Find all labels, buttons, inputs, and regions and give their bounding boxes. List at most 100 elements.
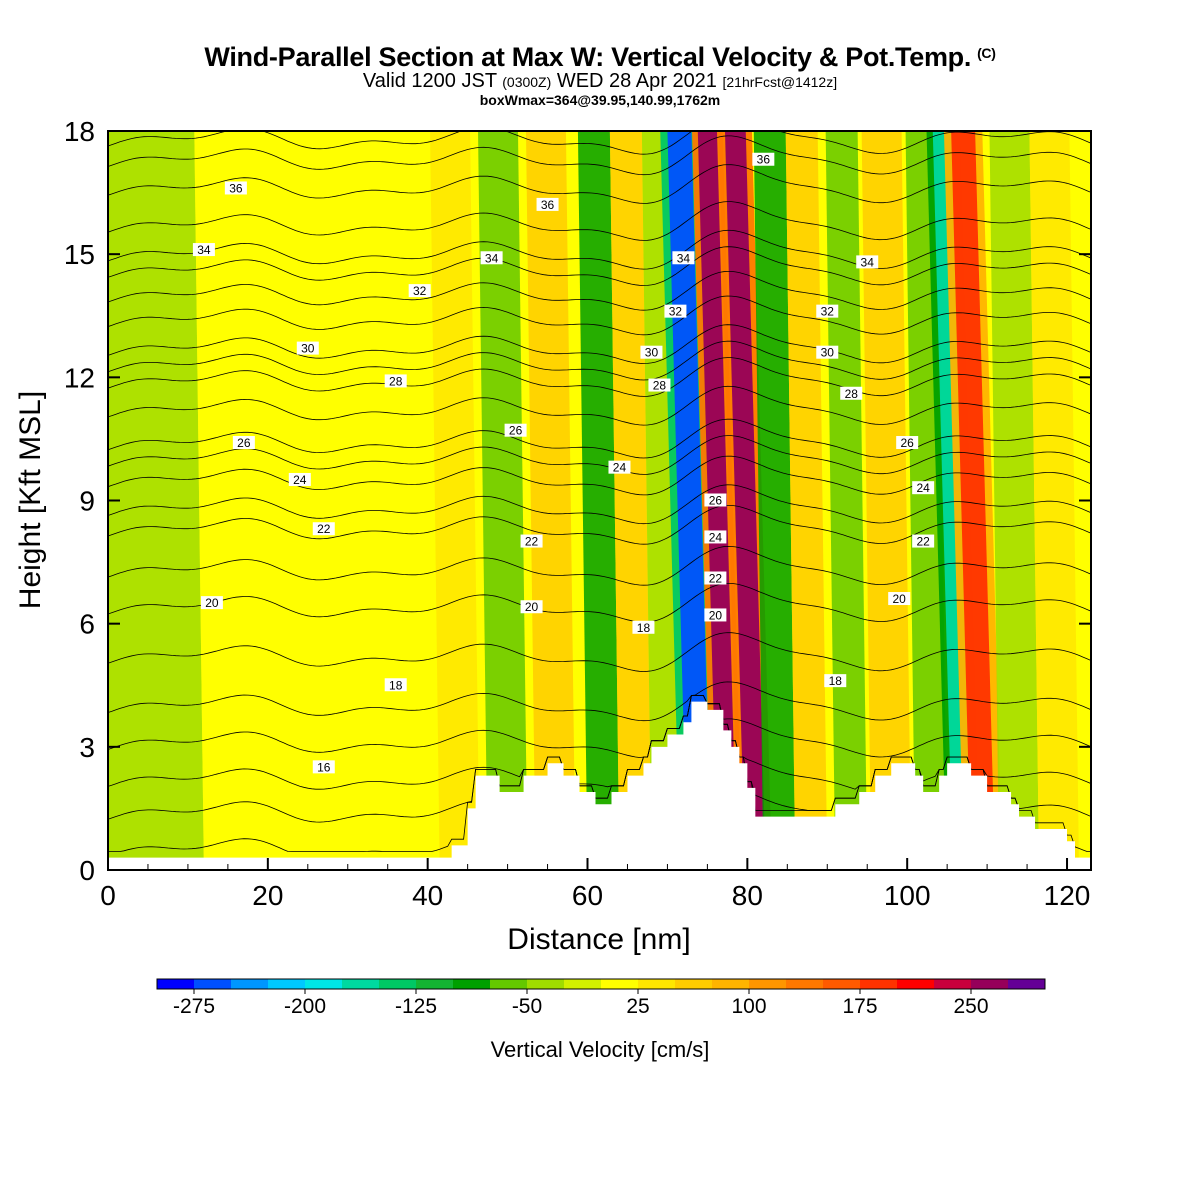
contour-label: 34: [861, 255, 875, 269]
colorbar-swatch: [527, 979, 565, 989]
contour-label-bg: [632, 620, 655, 634]
chart-title: Wind-Parallel Section at Max W: Vertical…: [0, 42, 1200, 73]
x-tick-label: 120: [1044, 880, 1091, 911]
contour-label-bg: [648, 378, 671, 392]
x-axis: 0 20 40 60 80 100 120: [100, 858, 1090, 911]
contour-label: 28: [389, 374, 403, 388]
contour-label: 32: [413, 284, 427, 298]
y-tick-label: 18: [64, 116, 95, 147]
contour-label-bg: [824, 674, 847, 688]
colorbar-swatch: [416, 979, 454, 989]
valid-time: Valid 1200 JST: [362, 70, 497, 92]
contour-label: 34: [677, 251, 691, 265]
chart-subtitle: Valid 1200 JST (0300Z) WED 28 Apr 2021 […: [0, 70, 1200, 93]
contour-label: 18: [389, 678, 403, 692]
isentrope-line: [108, 385, 1091, 426]
isentrope-line: [108, 295, 1091, 336]
colorbar-frame: [156, 978, 1046, 990]
velocity-band: [609, 131, 652, 870]
isentrope-line: [108, 229, 1091, 270]
contour-label-bg: [384, 374, 407, 388]
contour-label-bg: [664, 304, 687, 318]
contour-label-bg: [640, 345, 663, 359]
box-wmax-info: boxWmax=364@39.95,140.99,1762m: [479, 92, 721, 108]
contour-label: 20: [525, 600, 539, 614]
x-tick-label: 80: [732, 880, 763, 911]
colorbar-tick-label: 100: [731, 995, 766, 1018]
contour-label-bg: [912, 481, 935, 495]
contour-label: 26: [709, 494, 723, 508]
contour-label-bg: [288, 472, 311, 486]
contour-label: 18: [637, 621, 651, 635]
contour-label: 20: [205, 596, 219, 610]
contour-label: 30: [821, 346, 835, 360]
isentrope-line: [108, 681, 1091, 722]
velocity-band: [1029, 131, 1080, 870]
contour-label-bg: [192, 243, 215, 257]
contour-label-bg: [480, 251, 503, 265]
colorbar-tick-label: -125: [395, 995, 437, 1018]
contour-label-bg: [312, 522, 335, 536]
isentrope-line: [108, 695, 1091, 758]
velocity-band: [478, 131, 528, 870]
contour-labels: 36 36 36 34 34 34 34 32 32 32 30 30 30 28 28 28 26 26 26 26…: [192, 152, 935, 774]
isentrope-line: [108, 695, 1091, 823]
colorbar-label: Vertical Velocity [cm/s]: [491, 1037, 710, 1062]
contour-label-bg: [704, 493, 727, 507]
isentrope-line: [108, 340, 1091, 381]
contour-label-bg: [840, 386, 863, 400]
contour-label-bg: [608, 460, 631, 474]
contour-label-bg: [856, 255, 879, 269]
colorbar-swatch: [897, 979, 935, 989]
velocity-band: [951, 131, 996, 870]
velocity-band: [861, 131, 912, 870]
contour-label: 24: [709, 530, 723, 544]
colorbar-swatch: [971, 979, 1009, 989]
colorbar-tick-label: 175: [842, 995, 877, 1018]
colorbar-tick-label: 250: [953, 995, 988, 1018]
isentrope-line: [108, 435, 1091, 475]
y-tick-label: 15: [64, 239, 95, 270]
isentrope-line: [108, 484, 1091, 525]
terrain: [108, 701, 1091, 870]
contour-label: 26: [509, 424, 523, 438]
colorbar-swatch: [675, 979, 713, 989]
chart-title-text: Wind-Parallel Section at Max W: Vertical…: [204, 42, 972, 72]
colorbar-swatch: [157, 979, 195, 989]
y-tick-label: 0: [79, 855, 95, 886]
x-tick-label: 60: [572, 880, 603, 911]
velocity-field: [108, 131, 1080, 870]
colorbar-swatch: [712, 979, 750, 989]
y-tick-label: 9: [79, 486, 95, 517]
contour-label: 26: [237, 436, 251, 450]
contour-label-bg: [912, 534, 935, 548]
contour-label-bg: [816, 345, 839, 359]
contour-label: 28: [653, 379, 667, 393]
colorbar-swatch: [1008, 979, 1046, 989]
colorbar-swatch: [342, 979, 380, 989]
colorbar-tick-label: 25: [626, 995, 649, 1018]
utc-time: (0300Z): [502, 74, 552, 90]
contour-label-bg: [888, 592, 911, 606]
isentrope-line: [108, 271, 1091, 311]
velocity-band: [108, 131, 204, 870]
plot-area: 36 36 36 34 34 34 34 32 32 32 30 30 30 28 28 28 26 26 26 26…: [108, 131, 1091, 870]
contour-label: 30: [301, 342, 315, 356]
contour-label-bg: [200, 596, 223, 610]
contour-label: 22: [709, 572, 723, 586]
x-axis-label: Distance [nm]: [507, 923, 690, 956]
colorbar-tick-label: -275: [173, 995, 215, 1018]
x-tick-label: 40: [412, 880, 443, 911]
velocity-band: [753, 131, 796, 870]
contour-label: 20: [709, 608, 723, 622]
x-tick-label: 100: [884, 880, 931, 911]
isentrope-line: [108, 164, 1091, 204]
contour-label: 22: [317, 522, 331, 536]
contour-label: 26: [901, 436, 915, 450]
contour-label-bg: [704, 608, 727, 622]
colorbar-swatch: [638, 979, 676, 989]
colorbar-swatch: [601, 979, 639, 989]
y-tick-label: 6: [79, 609, 95, 640]
